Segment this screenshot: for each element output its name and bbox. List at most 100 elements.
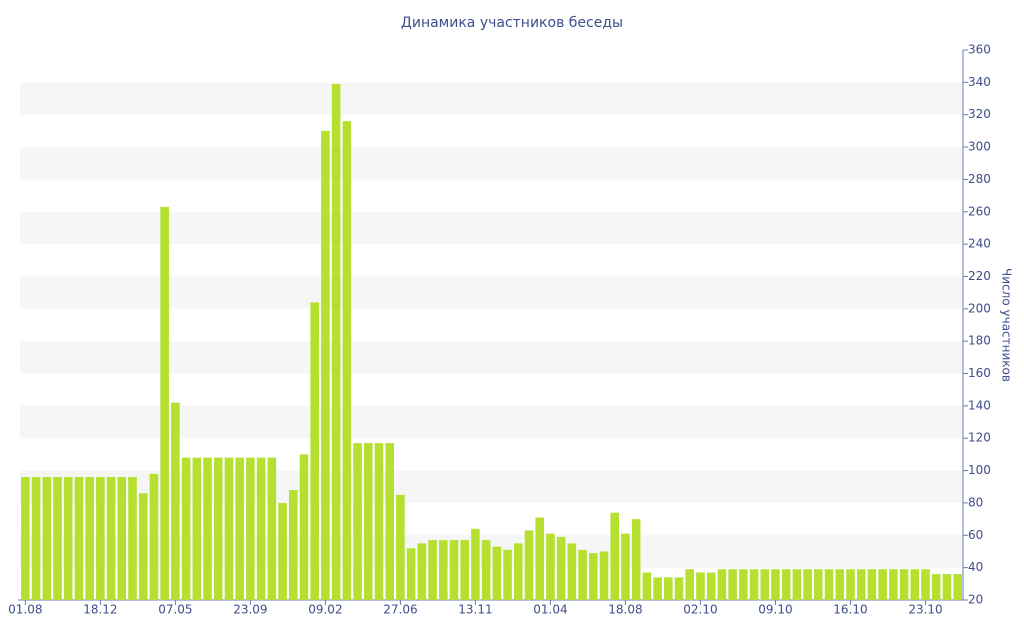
x-tick-label: 01.08 [8,603,42,617]
bar [867,569,877,600]
bar [256,457,266,600]
bar [728,569,737,600]
y-tick-label: 100 [968,463,991,477]
bar [267,457,277,600]
bar [578,549,587,600]
bar [739,569,748,600]
bar [514,543,523,600]
x-tick-label: 09.10 [758,603,792,617]
chart-title: Динамика участников беседы [401,15,623,31]
bar [42,477,52,600]
bar [331,83,341,601]
bar [524,530,534,600]
bar [503,549,512,600]
bar [481,540,491,600]
bar [599,551,609,600]
bar [771,569,780,600]
y-axis-label: Число участников [1000,268,1014,382]
bar [931,574,941,600]
bar [160,206,169,601]
bar [642,572,652,600]
bar [889,569,898,600]
bar [374,443,384,600]
bar [63,477,73,600]
bar [310,302,319,600]
y-tick-label: 260 [968,204,991,218]
bar [653,577,662,600]
bar [856,569,866,600]
bar [535,517,545,600]
bar [824,569,834,600]
y-tick-label: 160 [968,366,991,380]
bar [438,540,448,600]
bar [835,569,845,600]
x-tick-label: 09.02 [308,603,342,617]
bar [181,457,191,600]
bar [299,454,309,600]
bar [814,569,823,600]
x-tick-label: 13.11 [458,603,492,617]
bar [288,490,298,600]
bar [203,457,212,600]
bar [792,569,802,600]
bar [53,477,62,600]
bar [567,543,577,600]
bar [664,577,673,600]
bar [696,572,705,600]
bar [460,540,469,600]
bar [235,457,244,600]
bar [546,533,555,600]
bar [224,457,234,600]
x-tick-label: 16.10 [833,603,867,617]
bar [74,477,84,600]
bar [96,477,105,600]
y-tick-label: 60 [968,528,983,542]
bar [278,502,287,600]
bar [128,477,137,600]
bar [717,569,727,600]
grid-band [20,341,963,374]
bar [685,569,695,600]
bar [846,569,855,600]
y-tick-label: 40 [968,560,983,574]
bar [492,546,502,600]
grid-band [20,82,963,115]
bar [342,121,352,601]
bar [706,572,716,600]
bar [921,569,930,600]
y-tick-label: 240 [968,237,991,251]
x-tick-label: 27.06 [383,603,417,617]
bar [781,569,791,600]
bar [556,536,566,600]
bar [21,477,30,600]
grid-band [20,211,963,245]
y-tick-label: 320 [968,107,991,121]
bar [417,543,427,600]
bar [138,493,148,600]
y-tick-label: 280 [968,172,991,186]
bar [631,519,641,600]
bar [363,443,373,600]
y-tick-label: 80 [968,495,983,509]
y-tick-label: 120 [968,431,991,445]
bar [878,569,887,600]
grid-band [20,147,963,180]
bar [117,477,127,600]
bar [899,569,909,600]
bar [610,512,620,600]
bar [471,528,480,600]
y-tick-label: 200 [968,301,991,315]
bar [749,569,759,600]
grid-band [20,276,963,309]
y-tick-label: 220 [968,269,991,283]
y-tick-label: 20 [968,593,983,607]
y-tick-label: 340 [968,75,991,89]
bar [321,130,330,600]
x-tick-label: 01.04 [533,603,567,617]
bar [449,540,459,600]
bar [406,548,416,600]
bar [589,553,598,600]
bar [149,473,159,600]
bar [246,457,255,600]
